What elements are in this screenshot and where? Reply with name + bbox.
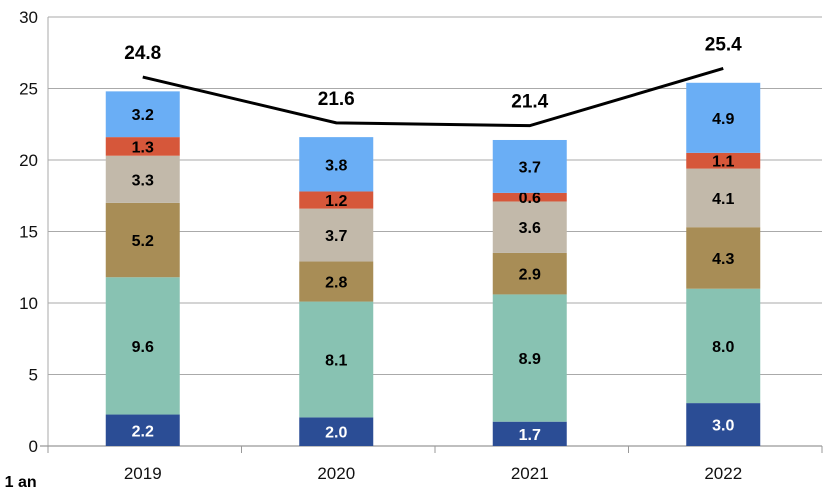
bar-label: 8.0 [712, 339, 734, 356]
bar-label: 3.8 [325, 157, 347, 174]
bar-segment-2 [492, 294, 567, 422]
bar-label: 0.6 [519, 190, 541, 207]
bar-segment-5 [686, 152, 761, 169]
bar-label: 4.1 [712, 191, 734, 208]
bar-label: 1.2 [325, 193, 347, 210]
footnote-text: r 1 an [0, 474, 37, 491]
bar-label: 3.0 [712, 418, 734, 435]
bar-segment-6 [299, 137, 374, 192]
bar-segment-6 [686, 82, 761, 153]
bar-segment-1 [105, 414, 180, 446]
bar-label: 3.3 [132, 172, 154, 189]
y-tick-label: 5 [29, 366, 38, 385]
bar-segment-1 [299, 417, 374, 446]
x-tick-label: 2022 [704, 464, 742, 483]
total-line [142, 67, 724, 128]
bar-label: 2.9 [519, 267, 541, 284]
x-tick-label: 2019 [124, 464, 162, 483]
y-tick-label: 25 [19, 80, 38, 99]
bar-segment-2 [105, 277, 180, 415]
bar-segment-6 [492, 139, 567, 193]
bar-segment-3 [686, 227, 761, 289]
bar-segment-5 [492, 192, 567, 202]
y-tick-label: 15 [19, 223, 38, 242]
bar-label: 1.3 [132, 139, 154, 156]
bar-segment-1 [492, 421, 567, 446]
bar-label: 1.1 [712, 154, 734, 171]
bar-segment-3 [492, 252, 567, 295]
x-tick-label: 2020 [317, 464, 355, 483]
bar-label: 1.7 [519, 427, 541, 444]
total-label: 24.8 [124, 43, 161, 64]
bar-label: 3.6 [519, 220, 541, 237]
bar-label: 4.9 [712, 111, 734, 128]
y-tick-label: 30 [19, 8, 38, 27]
bar-label: 8.9 [519, 351, 541, 368]
bar-label: 4.3 [712, 251, 734, 268]
bar-segment-4 [492, 201, 567, 253]
x-tick-label: 2021 [511, 464, 549, 483]
total-label: 21.6 [318, 89, 355, 110]
bar-segment-5 [299, 191, 374, 209]
bar-label: 5.2 [132, 233, 154, 250]
bar-label: 2.8 [325, 275, 347, 292]
bar-label: 8.1 [325, 352, 347, 369]
bar-segment-6 [105, 91, 180, 138]
bar-segment-3 [299, 261, 374, 302]
bar-segment-2 [686, 288, 761, 404]
y-tick-label: 20 [19, 151, 38, 170]
bar-segment-4 [105, 155, 180, 203]
bar-label: 2.0 [325, 425, 347, 442]
bar-segment-4 [686, 168, 761, 228]
bar-segment-1 [686, 403, 761, 446]
bar-label: 9.6 [132, 339, 154, 356]
y-tick-label: 0 [29, 437, 38, 456]
bar-label: 3.2 [132, 107, 154, 124]
bar-label: 2.2 [132, 423, 154, 440]
y-tick-label: 10 [19, 294, 38, 313]
bar-label: 3.7 [325, 228, 347, 245]
bar-segment-2 [299, 301, 374, 418]
bar-segment-3 [105, 202, 180, 278]
total-label: 21.4 [511, 92, 548, 113]
bar-label: 3.7 [519, 159, 541, 176]
bar-segment-5 [105, 137, 180, 156]
total-label: 25.4 [705, 34, 742, 55]
bar-segment-4 [299, 208, 374, 262]
